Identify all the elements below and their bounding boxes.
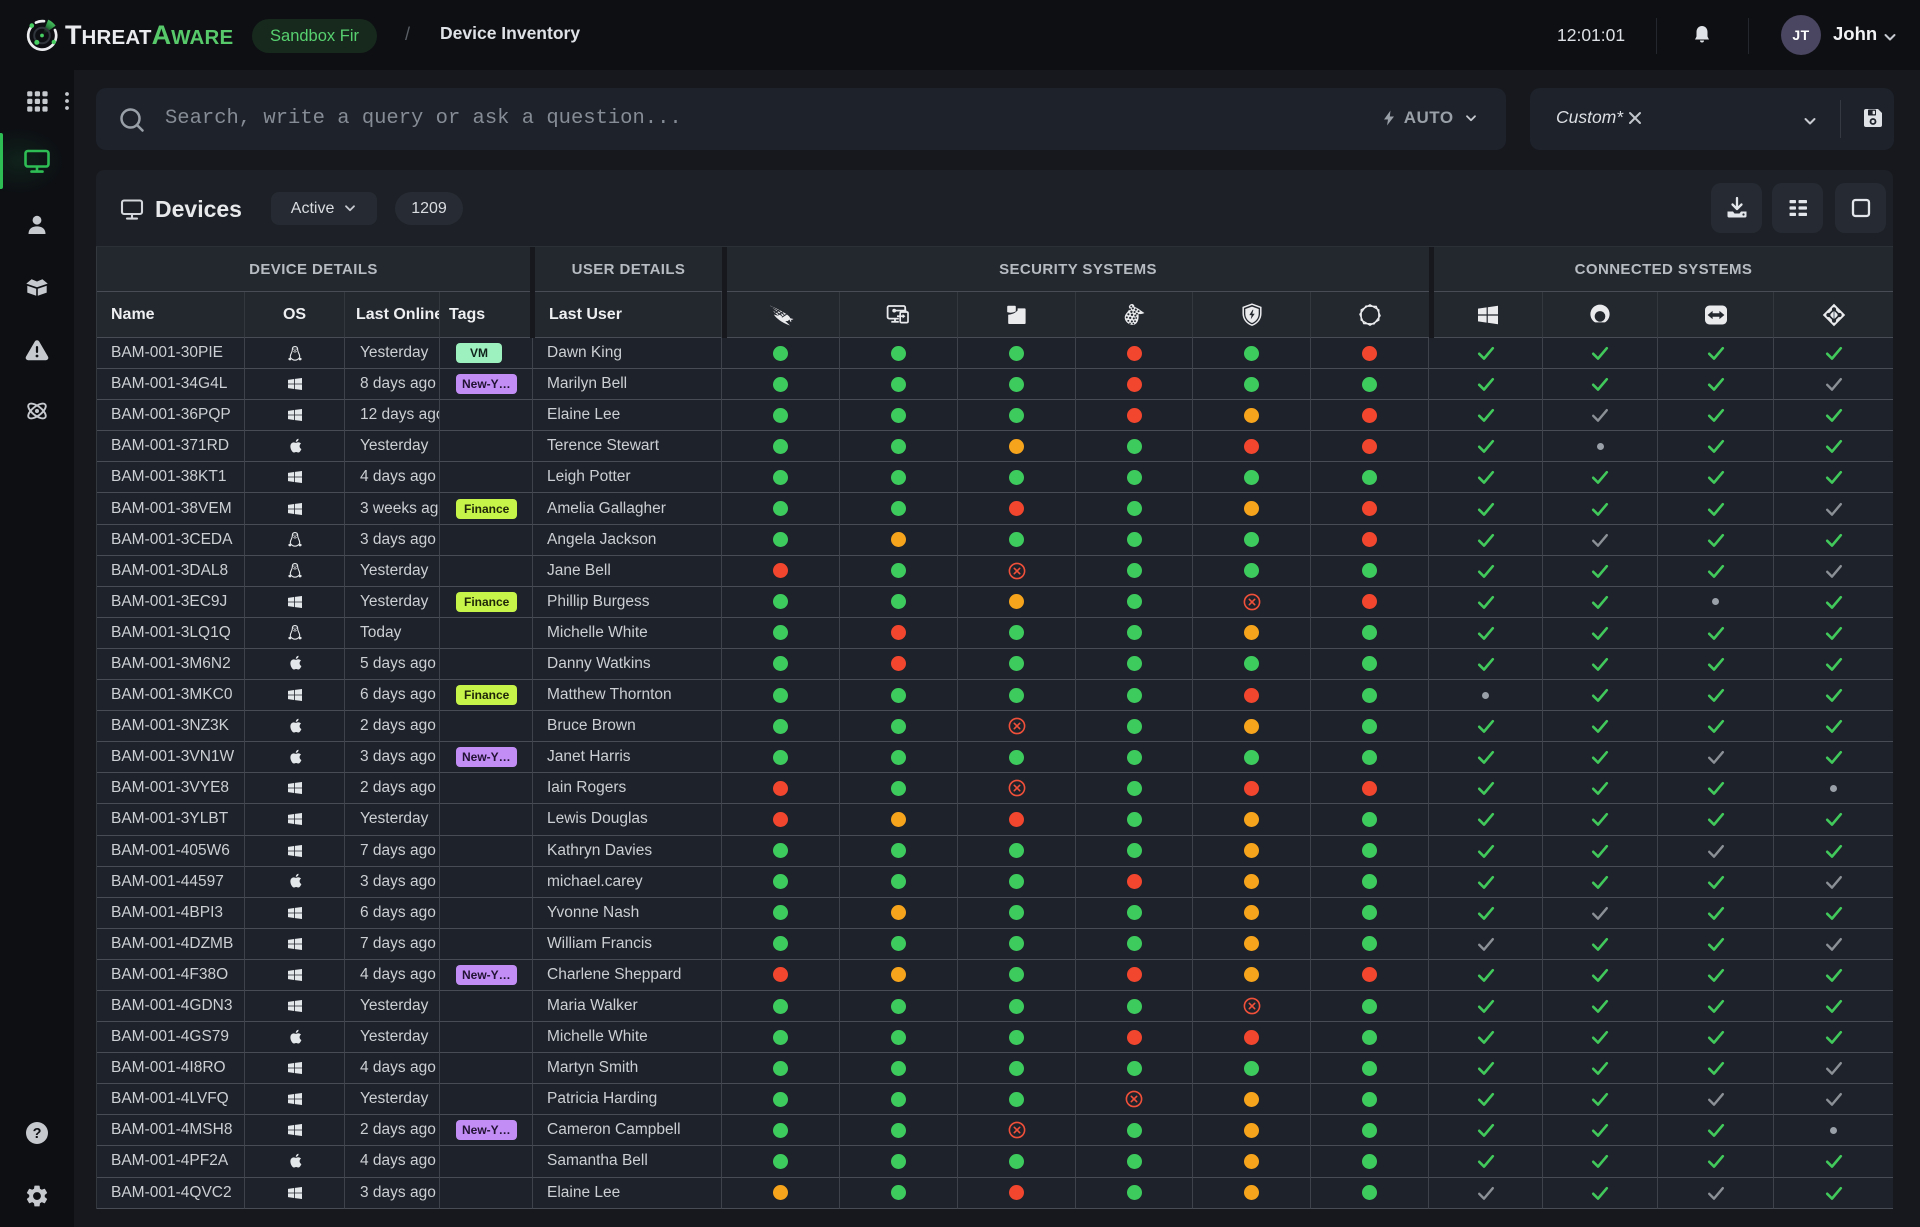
svg-text:?: ? xyxy=(33,1126,42,1142)
